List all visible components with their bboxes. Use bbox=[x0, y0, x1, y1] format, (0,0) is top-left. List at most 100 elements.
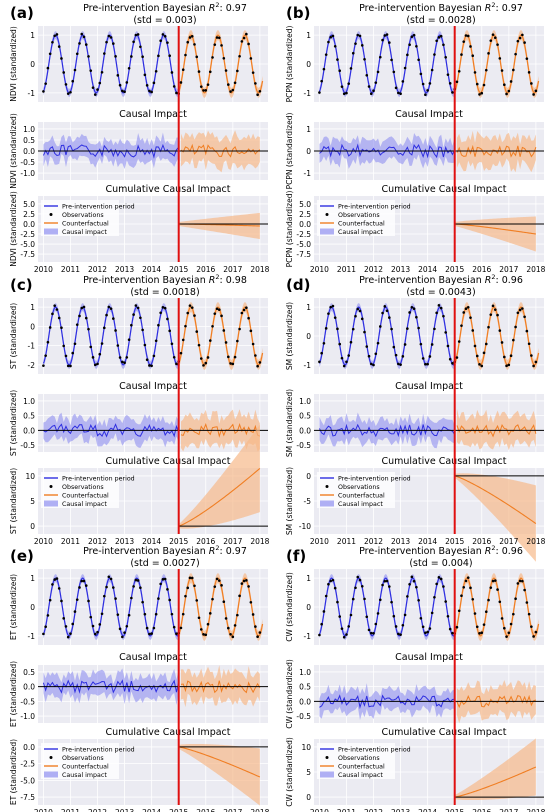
observation-point bbox=[498, 329, 502, 332]
observation-point bbox=[199, 357, 203, 360]
observation-point bbox=[478, 363, 481, 366]
observation-point bbox=[134, 578, 138, 582]
observation-point bbox=[71, 622, 75, 626]
observation-point bbox=[166, 41, 169, 44]
title-r2-symbol: R bbox=[485, 3, 492, 14]
observation-point bbox=[412, 307, 416, 310]
observation-point bbox=[320, 622, 323, 626]
observation-point bbox=[256, 364, 259, 368]
y-tick-label: -2.5 bbox=[296, 230, 311, 239]
observation-point bbox=[139, 586, 142, 589]
x-tick-label: 2016 bbox=[196, 537, 215, 546]
subplot-bot: 5.02.50.0-2.5-5.0-7.5 Cumulative Causal I… bbox=[9, 184, 270, 274]
subplot-mid: 1 0 -1 Causal Impact PCPN (standardized) bbox=[285, 109, 544, 189]
causal-impact-post-band bbox=[456, 408, 536, 451]
observation-point bbox=[369, 362, 373, 366]
subplot-mid: 1.0 0.5 0.0 -0.5 -1.0 Causal Impact NDVI (stan… bbox=[9, 109, 268, 189]
observation-point bbox=[403, 66, 407, 70]
observation-point bbox=[498, 600, 502, 604]
panel-pcpn: (b) Pre-intervention Bayesian R2: 0.97(st… bbox=[285, 1, 546, 274]
observation-point bbox=[224, 341, 228, 344]
observation-point bbox=[64, 83, 68, 86]
observation-point bbox=[369, 631, 373, 635]
cumulative-line bbox=[454, 223, 536, 235]
observation-point bbox=[385, 33, 389, 36]
observation-point bbox=[150, 364, 153, 368]
observation-point bbox=[378, 325, 382, 328]
observation-point bbox=[410, 575, 414, 579]
observation-point bbox=[141, 55, 144, 58]
x-tick-label: 2017 bbox=[499, 808, 518, 812]
title-colon: : bbox=[496, 3, 502, 14]
observation-point bbox=[331, 578, 335, 582]
legend-obs-swatch bbox=[325, 485, 329, 488]
observation-point bbox=[534, 360, 538, 364]
panel-std: (std = 0.0018) bbox=[130, 287, 199, 298]
observation-point bbox=[401, 355, 405, 358]
observation-point bbox=[351, 327, 355, 331]
observation-point bbox=[89, 615, 93, 619]
observation-point bbox=[482, 623, 486, 626]
observation-point bbox=[256, 635, 259, 639]
observation-point bbox=[87, 55, 90, 58]
observation-point bbox=[105, 313, 108, 317]
x-tick-label: 2013 bbox=[391, 537, 410, 546]
observation-point bbox=[442, 43, 445, 47]
observation-point bbox=[44, 354, 47, 357]
observation-point bbox=[390, 58, 393, 62]
observation-point bbox=[460, 324, 463, 327]
observation-point bbox=[475, 354, 479, 358]
observation-point bbox=[71, 79, 75, 83]
x-tick-label: 2015 bbox=[445, 808, 464, 812]
legend-ci-swatch bbox=[44, 228, 58, 235]
observation-point bbox=[136, 579, 140, 582]
x-tick-label: 2018 bbox=[250, 537, 269, 546]
observation-point bbox=[112, 42, 115, 45]
observation-point bbox=[130, 323, 133, 327]
observation-point bbox=[421, 82, 425, 86]
observation-point bbox=[523, 315, 526, 319]
observation-point bbox=[213, 43, 217, 46]
legend-label: Pre-intervention period bbox=[338, 476, 411, 483]
observation-point bbox=[236, 69, 239, 73]
legend-obs-swatch bbox=[325, 756, 329, 759]
causal-impact-post-line bbox=[180, 423, 261, 438]
observation-point bbox=[363, 57, 366, 61]
observation-point bbox=[197, 343, 201, 347]
title-r2-symbol: R bbox=[209, 546, 216, 557]
observation-point bbox=[358, 34, 362, 38]
legend-label: Causal impact bbox=[62, 501, 107, 508]
observation-point bbox=[527, 71, 531, 74]
observation-point bbox=[78, 586, 81, 589]
causal-impact-post-line bbox=[456, 423, 537, 438]
legend-label: Observations bbox=[62, 212, 104, 219]
observation-point bbox=[324, 53, 328, 56]
legend-obs-swatch bbox=[49, 485, 53, 488]
observation-point bbox=[75, 52, 79, 56]
observation-point bbox=[82, 35, 86, 39]
observation-point bbox=[62, 71, 66, 74]
observation-point bbox=[125, 625, 129, 628]
observation-point bbox=[500, 341, 504, 344]
subplot-mid: 1.0 0.5 0.0 -0.5 Causal Impact SM (standardiz… bbox=[285, 381, 544, 457]
y-axis-label: PCPN (standardized) bbox=[285, 113, 294, 190]
x-tick-label: 2011 bbox=[61, 537, 80, 546]
y-axis-label: PCPN (standardized) bbox=[285, 191, 294, 268]
observation-point bbox=[509, 80, 513, 83]
observation-point bbox=[208, 70, 212, 74]
subplot-top: 1 0 -1 ET (standardized) bbox=[9, 569, 268, 645]
cumulative-band bbox=[178, 743, 260, 806]
y-tick-label: 0.5 bbox=[299, 412, 311, 421]
subplot-mid: 0.5 0.0 -0.5 -1.0 Causal Impact ET (standardi… bbox=[9, 652, 268, 727]
panel-et: (e) Pre-intervention Bayesian R2: 0.97(st… bbox=[9, 544, 270, 812]
observation-point bbox=[175, 632, 178, 636]
observation-point bbox=[397, 632, 400, 636]
observation-point bbox=[385, 579, 389, 583]
x-tick-label: 2016 bbox=[472, 808, 491, 812]
observation-point bbox=[82, 305, 86, 309]
observation-point bbox=[426, 630, 429, 634]
observation-point bbox=[170, 612, 174, 616]
observation-point bbox=[336, 600, 339, 604]
observation-point bbox=[143, 73, 147, 77]
